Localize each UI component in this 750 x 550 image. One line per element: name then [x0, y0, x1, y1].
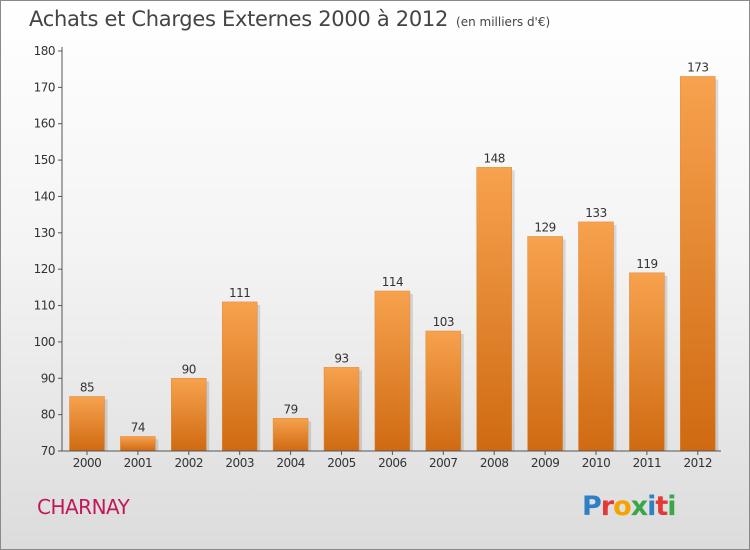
- bar-2004: [272, 418, 309, 452]
- data-label-2010: 133: [585, 206, 606, 220]
- logo-letter: P: [582, 491, 602, 522]
- x-tick-label-2001: 2001: [124, 456, 153, 470]
- bar-2001: [120, 436, 156, 452]
- data-label-2004: 79: [283, 402, 297, 416]
- chart-title: Achats et Charges Externes 2000 à 2012 (e…: [29, 7, 550, 31]
- y-tick-label: 80: [41, 408, 55, 422]
- data-label-2012: 173: [687, 60, 708, 74]
- y-tick-label: 120: [34, 262, 55, 276]
- y-tick-label: 100: [34, 335, 55, 349]
- x-tick-label-2012: 2012: [684, 456, 713, 470]
- y-tick-label: 140: [34, 189, 55, 203]
- bar-2002: [171, 378, 207, 452]
- x-tick-label-2008: 2008: [480, 456, 509, 470]
- x-tick-label-2011: 2011: [633, 456, 662, 470]
- y-tick-label: 180: [34, 44, 55, 58]
- bars-group: 85 74 90 111 79 93 114 103 148 129 133 119 173: [69, 60, 719, 452]
- x-tick-label-2010: 2010: [582, 456, 611, 470]
- x-tick-label-2006: 2006: [378, 456, 407, 470]
- bar-2003: [221, 301, 258, 452]
- bar-2006: [374, 290, 411, 452]
- logo-letter: t: [655, 491, 668, 522]
- x-tick-label-2004: 2004: [276, 456, 305, 470]
- y-tick-label: 70: [41, 444, 55, 458]
- data-label-2008: 148: [483, 151, 504, 165]
- x-tick-label-2003: 2003: [225, 456, 254, 470]
- data-label-2006: 114: [382, 275, 403, 289]
- logo-letter: x: [630, 491, 648, 522]
- logo-letter: r: [600, 491, 614, 522]
- y-tick-label: 160: [34, 117, 55, 131]
- data-label-2000: 85: [80, 380, 94, 394]
- axes-group: 70 80 90 100 110 120 130 140 150 160 170 180 2000 200…: [34, 44, 721, 470]
- x-tick-label-2005: 2005: [327, 456, 356, 470]
- data-label-2011: 119: [636, 257, 657, 271]
- y-tick-label: 90: [41, 371, 55, 385]
- logo-letter: i: [647, 491, 656, 522]
- bar-2011: [629, 272, 665, 452]
- bar-2000: [69, 396, 105, 452]
- unit-label: (en milliers d'€): [456, 15, 551, 29]
- data-label-2002: 90: [182, 362, 196, 376]
- y-tick-label: 170: [34, 80, 55, 94]
- data-label-2003: 111: [229, 286, 250, 300]
- x-tick-label-2009: 2009: [531, 456, 560, 470]
- commune-name: CHARNAY: [37, 495, 130, 519]
- bar-2007: [425, 330, 462, 452]
- bar-2005: [323, 367, 360, 452]
- x-tick-label-2007: 2007: [429, 456, 458, 470]
- logo-letter: o: [613, 491, 632, 522]
- y-tick-label: 110: [34, 299, 55, 313]
- y-tick-label: 130: [34, 226, 55, 240]
- y-tick-label: 150: [34, 153, 55, 167]
- bar-2008: [476, 167, 512, 452]
- bar-2009: [527, 236, 563, 452]
- data-label-2009: 129: [534, 220, 555, 234]
- data-label-2005: 93: [334, 351, 348, 365]
- x-tick-label-2002: 2002: [175, 456, 204, 470]
- data-label-2001: 74: [131, 420, 145, 434]
- proxiti-logo: Proxiti: [582, 491, 677, 522]
- logo-letter: i: [667, 491, 676, 522]
- title-text: Achats et Charges Externes 2000 à 2012: [29, 7, 449, 31]
- x-tick-label-2000: 2000: [73, 456, 102, 470]
- bar-2012: [680, 76, 716, 452]
- bar-2010: [578, 221, 614, 452]
- data-label-2007: 103: [433, 315, 454, 329]
